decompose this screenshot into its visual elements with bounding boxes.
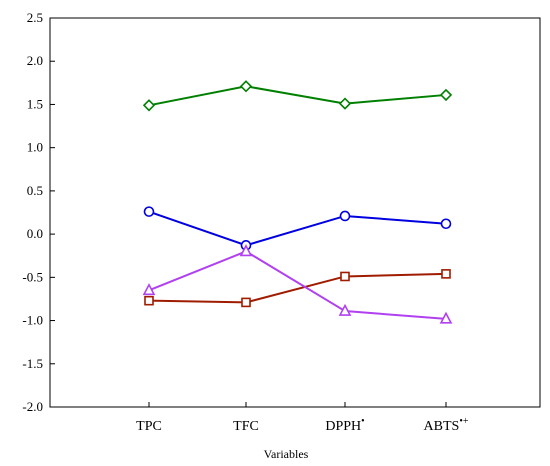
y-tick-label: 0.0 (27, 226, 43, 241)
data-point-square (340, 271, 350, 282)
data-point-circle (339, 210, 351, 222)
series-line (148, 85, 447, 107)
data-point-square (144, 295, 154, 306)
y-tick-label: 1.0 (27, 140, 43, 155)
data-point-square (241, 297, 251, 308)
x-tick-label: ABTS•+ (424, 416, 469, 434)
data-point-circle (143, 206, 155, 217)
y-tick-label: 0.5 (27, 183, 43, 198)
data-point-square (441, 269, 451, 279)
series-square (144, 269, 451, 308)
plot-area-frame (49, 17, 541, 408)
data-point-diamond (142, 99, 156, 112)
x-tick-label: TPC (136, 419, 162, 434)
y-tick-label: -1.5 (22, 356, 43, 371)
y-tick-label: 1.5 (27, 96, 43, 111)
series-diamond (142, 80, 453, 112)
y-tick-label: -1.0 (22, 313, 43, 328)
series-line (148, 250, 447, 320)
x-tick-label: DPPH• (325, 416, 364, 434)
y-tick-label: -0.5 (22, 269, 43, 284)
data-point-triangle (142, 283, 156, 296)
series-line (148, 210, 447, 247)
y-tick-label: -2.0 (22, 399, 43, 414)
data-point-triangle (439, 311, 453, 324)
x-tick-label: TFC (233, 419, 259, 434)
x-axis-title: Variables (264, 447, 309, 461)
series-triangle (142, 244, 453, 324)
series-circle (143, 206, 452, 251)
data-point-triangle (338, 303, 352, 316)
data-point-triangle (239, 244, 253, 257)
y-tick-label: 2.5 (27, 10, 43, 25)
data-point-circle (440, 218, 452, 230)
x-axis: TPC TFC DPPH• ABTS•+ (136, 402, 469, 434)
y-axis: 2.5 2.0 1.5 1.0 0.5 0.0 -0.5 -1.0 -1.5 -2.0 (22, 10, 55, 414)
data-point-diamond (439, 88, 453, 102)
y-tick-label: 2.0 (27, 53, 43, 68)
data-point-diamond (338, 97, 352, 110)
series-line (148, 272, 447, 304)
data-point-diamond (239, 80, 253, 93)
series-layer (142, 80, 453, 324)
